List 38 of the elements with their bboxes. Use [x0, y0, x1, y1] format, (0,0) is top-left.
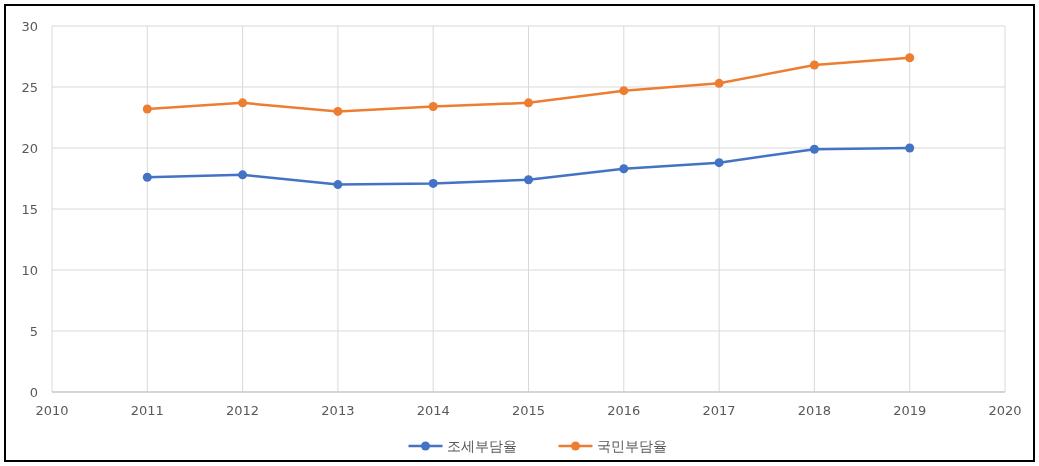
y-tick-label: 15 [21, 202, 38, 217]
point [619, 164, 629, 174]
y-tick-label: 25 [21, 80, 38, 95]
point [238, 98, 248, 108]
x-tick-label: 2017 [702, 403, 736, 418]
x-tick-label: 2013 [321, 403, 355, 418]
x-tick-label: 2020 [988, 403, 1022, 418]
x-tick-label: 2019 [893, 403, 927, 418]
point [714, 158, 724, 168]
point [524, 98, 533, 108]
y-tick-label: 10 [21, 263, 38, 278]
legend-label: 국민부담율 [596, 438, 667, 454]
x-tick-label: 2011 [130, 403, 164, 418]
x-tick-label: 2018 [797, 403, 831, 418]
x-tick-label: 2015 [511, 403, 546, 418]
x-tick-label: 2012 [226, 403, 260, 418]
point [809, 144, 819, 154]
point [905, 143, 915, 153]
legend-label: 조세부담율 [446, 438, 517, 454]
point [905, 53, 915, 63]
point [333, 180, 343, 190]
point [619, 86, 629, 96]
point [333, 106, 343, 116]
x-tick-label: 2014 [416, 403, 450, 418]
x-tick-label: 2016 [607, 403, 641, 418]
y-tick-label: 0 [29, 385, 38, 400]
point [524, 175, 533, 185]
point [428, 178, 438, 188]
x-tick-label: 2010 [35, 403, 69, 418]
point [428, 102, 438, 112]
y-tick-label: 30 [21, 19, 38, 34]
point [238, 170, 248, 180]
point [809, 60, 819, 70]
point [714, 78, 724, 88]
point [142, 172, 152, 182]
y-tick-label: 20 [21, 141, 38, 156]
point [142, 104, 152, 114]
y-tick-label: 5 [29, 324, 38, 339]
